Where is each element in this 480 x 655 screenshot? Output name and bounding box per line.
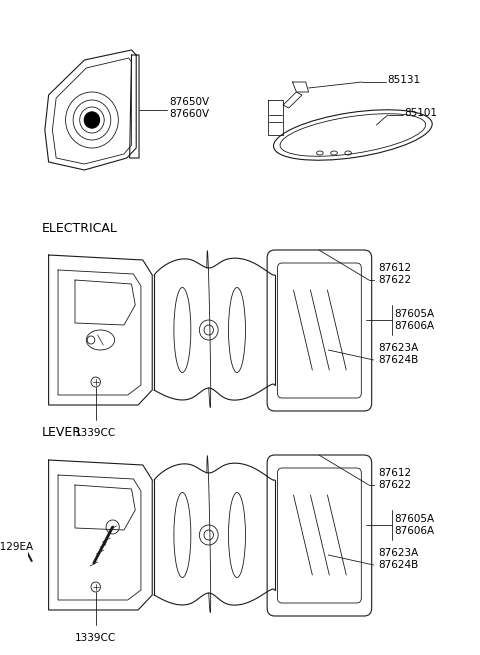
Text: LEVER: LEVER [42,426,82,438]
Circle shape [84,112,99,128]
Text: 85101: 85101 [405,108,438,118]
Text: 85131: 85131 [388,75,421,85]
Text: 87612
87622: 87612 87622 [378,263,411,285]
Text: 1129EA: 1129EA [0,542,34,552]
Text: 1339CC: 1339CC [75,428,116,438]
Text: 87623A
87624B: 87623A 87624B [378,548,419,570]
Text: 87623A
87624B: 87623A 87624B [378,343,419,365]
Text: 87612
87622: 87612 87622 [378,468,411,490]
Text: 1339CC: 1339CC [75,633,116,643]
Text: 87605A
87606A: 87605A 87606A [394,514,434,536]
Text: ELECTRICAL: ELECTRICAL [42,221,118,234]
Text: 87605A
87606A: 87605A 87606A [394,309,434,331]
Text: 87650V
87660V: 87650V 87660V [169,97,209,119]
